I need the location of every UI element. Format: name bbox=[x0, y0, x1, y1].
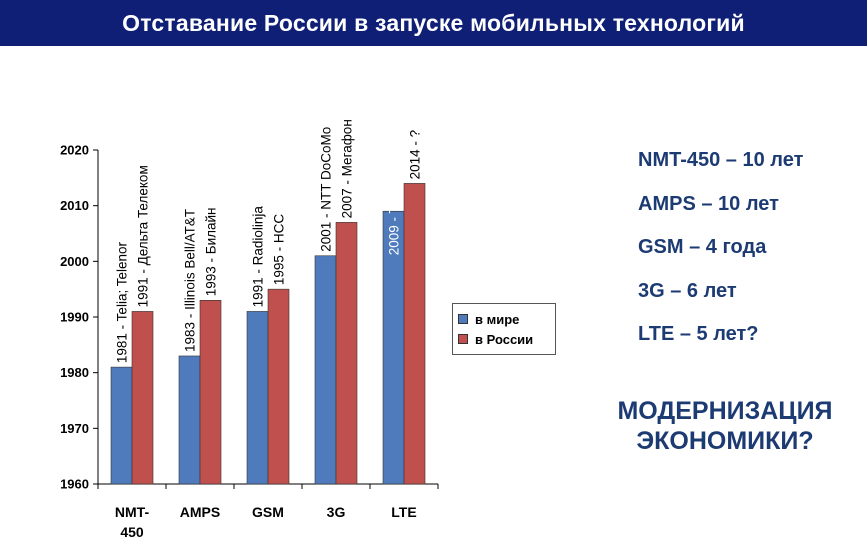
legend-item-russia: в России bbox=[458, 329, 555, 349]
x-tick-label-amps: AMPS bbox=[180, 504, 220, 520]
bar-russia-nmt-450 bbox=[131, 311, 154, 485]
bar-label-russia-lte: 2014 - ? bbox=[408, 130, 423, 180]
x-tick-label-nmt-450: 450 bbox=[120, 524, 144, 540]
x-tick-label-nmt-450: NMT- bbox=[115, 504, 150, 520]
bar-label-world-gsm: 1991 - Radiolinja bbox=[251, 206, 266, 308]
bar-label-world-amps: 1983 - Illinois Bell/AT&T bbox=[183, 209, 198, 352]
legend-item-world: в мире bbox=[458, 309, 555, 329]
slogan: МОДЕРНИЗАЦИЯ ЭКОНОМИКИ? bbox=[590, 396, 860, 456]
legend-label-russia: в России bbox=[475, 331, 534, 347]
fact-nmt: NMT-450 – 10 лет bbox=[638, 149, 804, 171]
bar-label-world-lte: 2009 - TeliaSonera bbox=[387, 142, 402, 256]
fact-amps: AMPS – 10 лет bbox=[638, 192, 779, 215]
bar-russia-lte bbox=[403, 183, 426, 485]
bar-label-russia-amps: 1993 - Билайн bbox=[204, 207, 219, 296]
legend-swatch-russia bbox=[458, 334, 468, 344]
y-tick-label: 2010 bbox=[60, 198, 89, 213]
bar-label-russia-3g: 2007 - Мегафон bbox=[340, 119, 355, 218]
bar-label-russia-gsm: 1995 - НСС bbox=[272, 214, 287, 286]
slogan-line-2: ЭКОНОМИКИ? bbox=[636, 427, 814, 455]
slide-header: Отставание России в запуске мобильных те… bbox=[0, 0, 867, 46]
y-tick-label: 1980 bbox=[60, 365, 89, 380]
x-tick-label-gsm: GSM bbox=[252, 504, 284, 520]
bar-label-world-nmt-450: 1981 - Telia; Telenor bbox=[115, 242, 130, 364]
bar-russia-3g bbox=[335, 222, 358, 485]
y-tick-label: 1990 bbox=[60, 310, 89, 325]
bar-russia-gsm bbox=[267, 288, 290, 485]
legend-swatch-world bbox=[458, 314, 468, 324]
bar-russia-amps bbox=[199, 299, 222, 485]
y-tick-label: 2020 bbox=[60, 143, 89, 158]
slide-title: Отставание России в запуске мобильных те… bbox=[122, 9, 745, 36]
bar-world-3g bbox=[314, 255, 337, 485]
lag-facts-list: NMT-450 – 10 лет AMPS – 10 лет GSM – 4 г… bbox=[638, 146, 858, 364]
fact-gsm: GSM – 4 года bbox=[638, 236, 767, 258]
chart-legend: в мире в России bbox=[452, 303, 556, 355]
bar-world-nmt-450 bbox=[110, 366, 133, 485]
x-tick-label-lte: LTE bbox=[391, 504, 416, 520]
y-tick-label: 1970 bbox=[60, 421, 89, 436]
fact-3g: 3G – 6 лет bbox=[638, 279, 737, 302]
bar-world-gsm bbox=[246, 311, 269, 485]
bar-label-russia-nmt-450: 1991 - Дельта Телеком bbox=[136, 165, 151, 307]
bar-label-world-3g: 2001 - NTT DoCoMo bbox=[319, 127, 334, 252]
y-tick-label: 2000 bbox=[60, 254, 89, 269]
x-tick-label-3g: 3G bbox=[327, 504, 346, 520]
fact-lte: LTE – 5 лет? bbox=[638, 323, 759, 345]
legend-label-world: в мире bbox=[475, 311, 520, 327]
slogan-line-1: МОДЕРНИЗАЦИЯ bbox=[617, 397, 833, 425]
bar-world-amps bbox=[178, 355, 201, 485]
y-tick-label: 1960 bbox=[60, 477, 89, 492]
